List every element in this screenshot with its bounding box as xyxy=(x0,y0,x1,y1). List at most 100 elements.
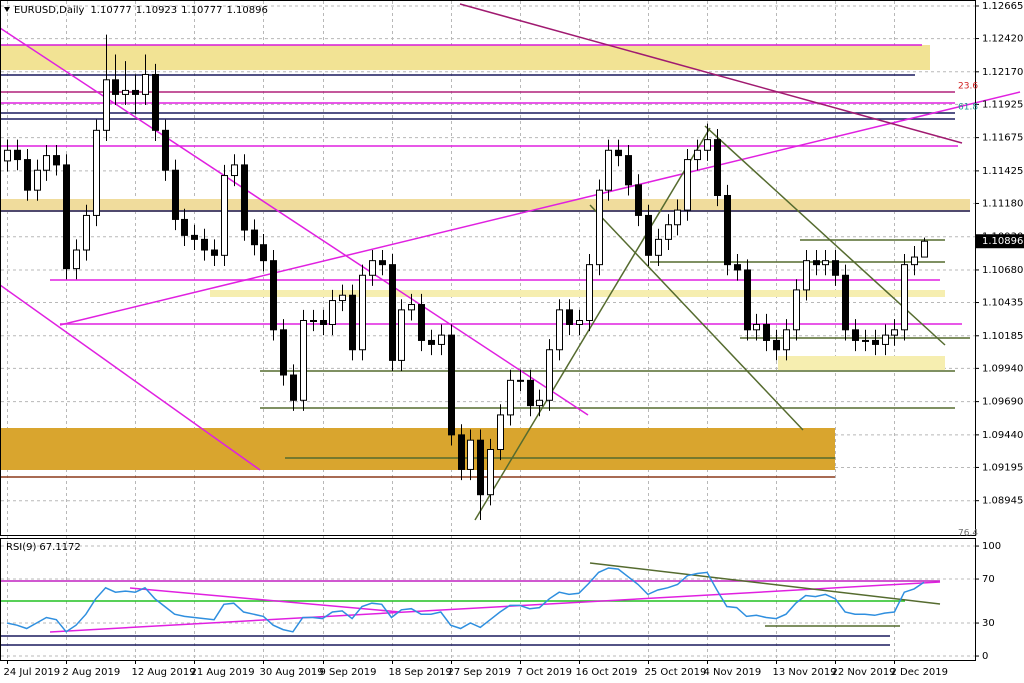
candle-body xyxy=(162,129,169,171)
price-box xyxy=(976,234,1024,249)
candle-body xyxy=(517,379,524,382)
candle-body xyxy=(379,260,386,266)
candle-body xyxy=(783,329,790,351)
x-tick-label: 2 Dec 2019 xyxy=(891,667,949,678)
candle-body xyxy=(428,339,435,345)
candle-body xyxy=(63,164,70,270)
candle-body xyxy=(507,379,514,416)
candle-body xyxy=(882,334,889,345)
x-tick-label: 12 Aug 2019 xyxy=(132,667,196,678)
candle-body xyxy=(448,334,455,436)
candle-body xyxy=(714,139,721,196)
candle-body xyxy=(93,129,100,216)
y-tick-label: 1.09940 xyxy=(982,363,1023,374)
candle-body xyxy=(34,169,41,191)
candle-body xyxy=(635,184,642,216)
candle-body xyxy=(665,224,672,240)
candle-body xyxy=(862,339,869,342)
candle-body xyxy=(832,260,839,276)
candle-body xyxy=(398,309,405,361)
rsi-frame xyxy=(0,538,976,661)
x-tick-label: 16 Oct 2019 xyxy=(576,667,638,678)
x-tick-label: 4 Nov 2019 xyxy=(704,667,762,678)
y-tick-label: 100 xyxy=(982,541,1001,552)
candle-body xyxy=(645,214,652,256)
candle-body xyxy=(172,169,179,220)
candle-body xyxy=(14,149,21,161)
rsi-trend xyxy=(589,562,941,605)
main-frame xyxy=(0,0,976,536)
y-tick-label: 1.12665 xyxy=(982,1,1023,12)
candle-body xyxy=(586,264,593,321)
candle-body xyxy=(467,439,474,470)
candle-body xyxy=(842,274,849,331)
candle-body xyxy=(24,159,31,191)
trend-line xyxy=(474,127,711,521)
candle-body xyxy=(349,294,356,351)
candle-body xyxy=(566,309,573,325)
y-tick-label: 1.09195 xyxy=(982,462,1023,473)
x-tick-label: 21 Aug 2019 xyxy=(191,667,255,678)
candle-body xyxy=(753,323,760,331)
candle-body xyxy=(615,149,622,157)
candle-body xyxy=(536,399,543,407)
candle-body xyxy=(684,159,691,211)
candle-body xyxy=(4,149,11,162)
trend-line xyxy=(0,284,261,471)
candle-body xyxy=(477,439,484,496)
candle-body xyxy=(773,339,780,351)
y-tick-label: 1.11925 xyxy=(982,99,1023,110)
candle-body xyxy=(211,249,218,256)
y-tick-label: 1.11675 xyxy=(982,133,1023,144)
candle-body xyxy=(181,218,188,236)
x-tick-label: 13 Nov 2019 xyxy=(773,667,837,678)
y-tick-label: 70 xyxy=(982,574,995,585)
candle-body xyxy=(83,214,90,251)
zone xyxy=(210,290,945,297)
candle-body xyxy=(763,323,770,341)
trend-line xyxy=(0,27,589,416)
x-tick-label: 2 Aug 2019 xyxy=(63,667,121,678)
candle-body xyxy=(408,304,415,311)
trend-line xyxy=(459,3,963,144)
x-tick-label: 27 Sep 2019 xyxy=(448,667,511,678)
rsi-name: RSI(9) xyxy=(6,542,37,553)
candle-body xyxy=(576,319,583,325)
x-tick-label: 9 Sep 2019 xyxy=(320,667,377,678)
rsi-trend xyxy=(49,581,941,633)
rsi-value: 67.1172 xyxy=(39,542,80,553)
candle-body xyxy=(872,339,879,345)
trend-line xyxy=(59,91,1021,326)
candle-body xyxy=(132,89,139,95)
candle-body xyxy=(231,164,238,177)
rsi-trend xyxy=(129,587,401,613)
candle-body xyxy=(369,260,376,276)
candle-body xyxy=(418,304,425,341)
candle-body xyxy=(103,79,110,131)
ohlc: 1.10896 xyxy=(227,5,268,16)
price-label: 1.10896 xyxy=(982,236,1023,247)
candle-body xyxy=(724,194,731,266)
candle-body xyxy=(596,189,603,266)
ohlc: 1.10777 xyxy=(90,5,131,16)
menu-icon xyxy=(4,7,10,12)
candle-body xyxy=(852,329,859,341)
ohlc: 1.10777 xyxy=(181,5,222,16)
zone xyxy=(0,45,930,70)
candle-body xyxy=(734,264,741,271)
candle-body xyxy=(152,73,159,131)
candle-body xyxy=(487,448,494,496)
candle-body xyxy=(389,264,396,361)
candle-body xyxy=(221,175,228,256)
trend-line xyxy=(589,204,804,431)
zone xyxy=(778,356,945,370)
candle-body xyxy=(822,260,829,266)
x-tick-label: 24 Jul 2019 xyxy=(4,667,61,678)
candle-body xyxy=(290,374,297,401)
candle-body xyxy=(359,274,366,351)
candle-body xyxy=(704,139,711,151)
y-tick-label: 1.10680 xyxy=(982,265,1023,276)
candle-body xyxy=(43,155,50,171)
